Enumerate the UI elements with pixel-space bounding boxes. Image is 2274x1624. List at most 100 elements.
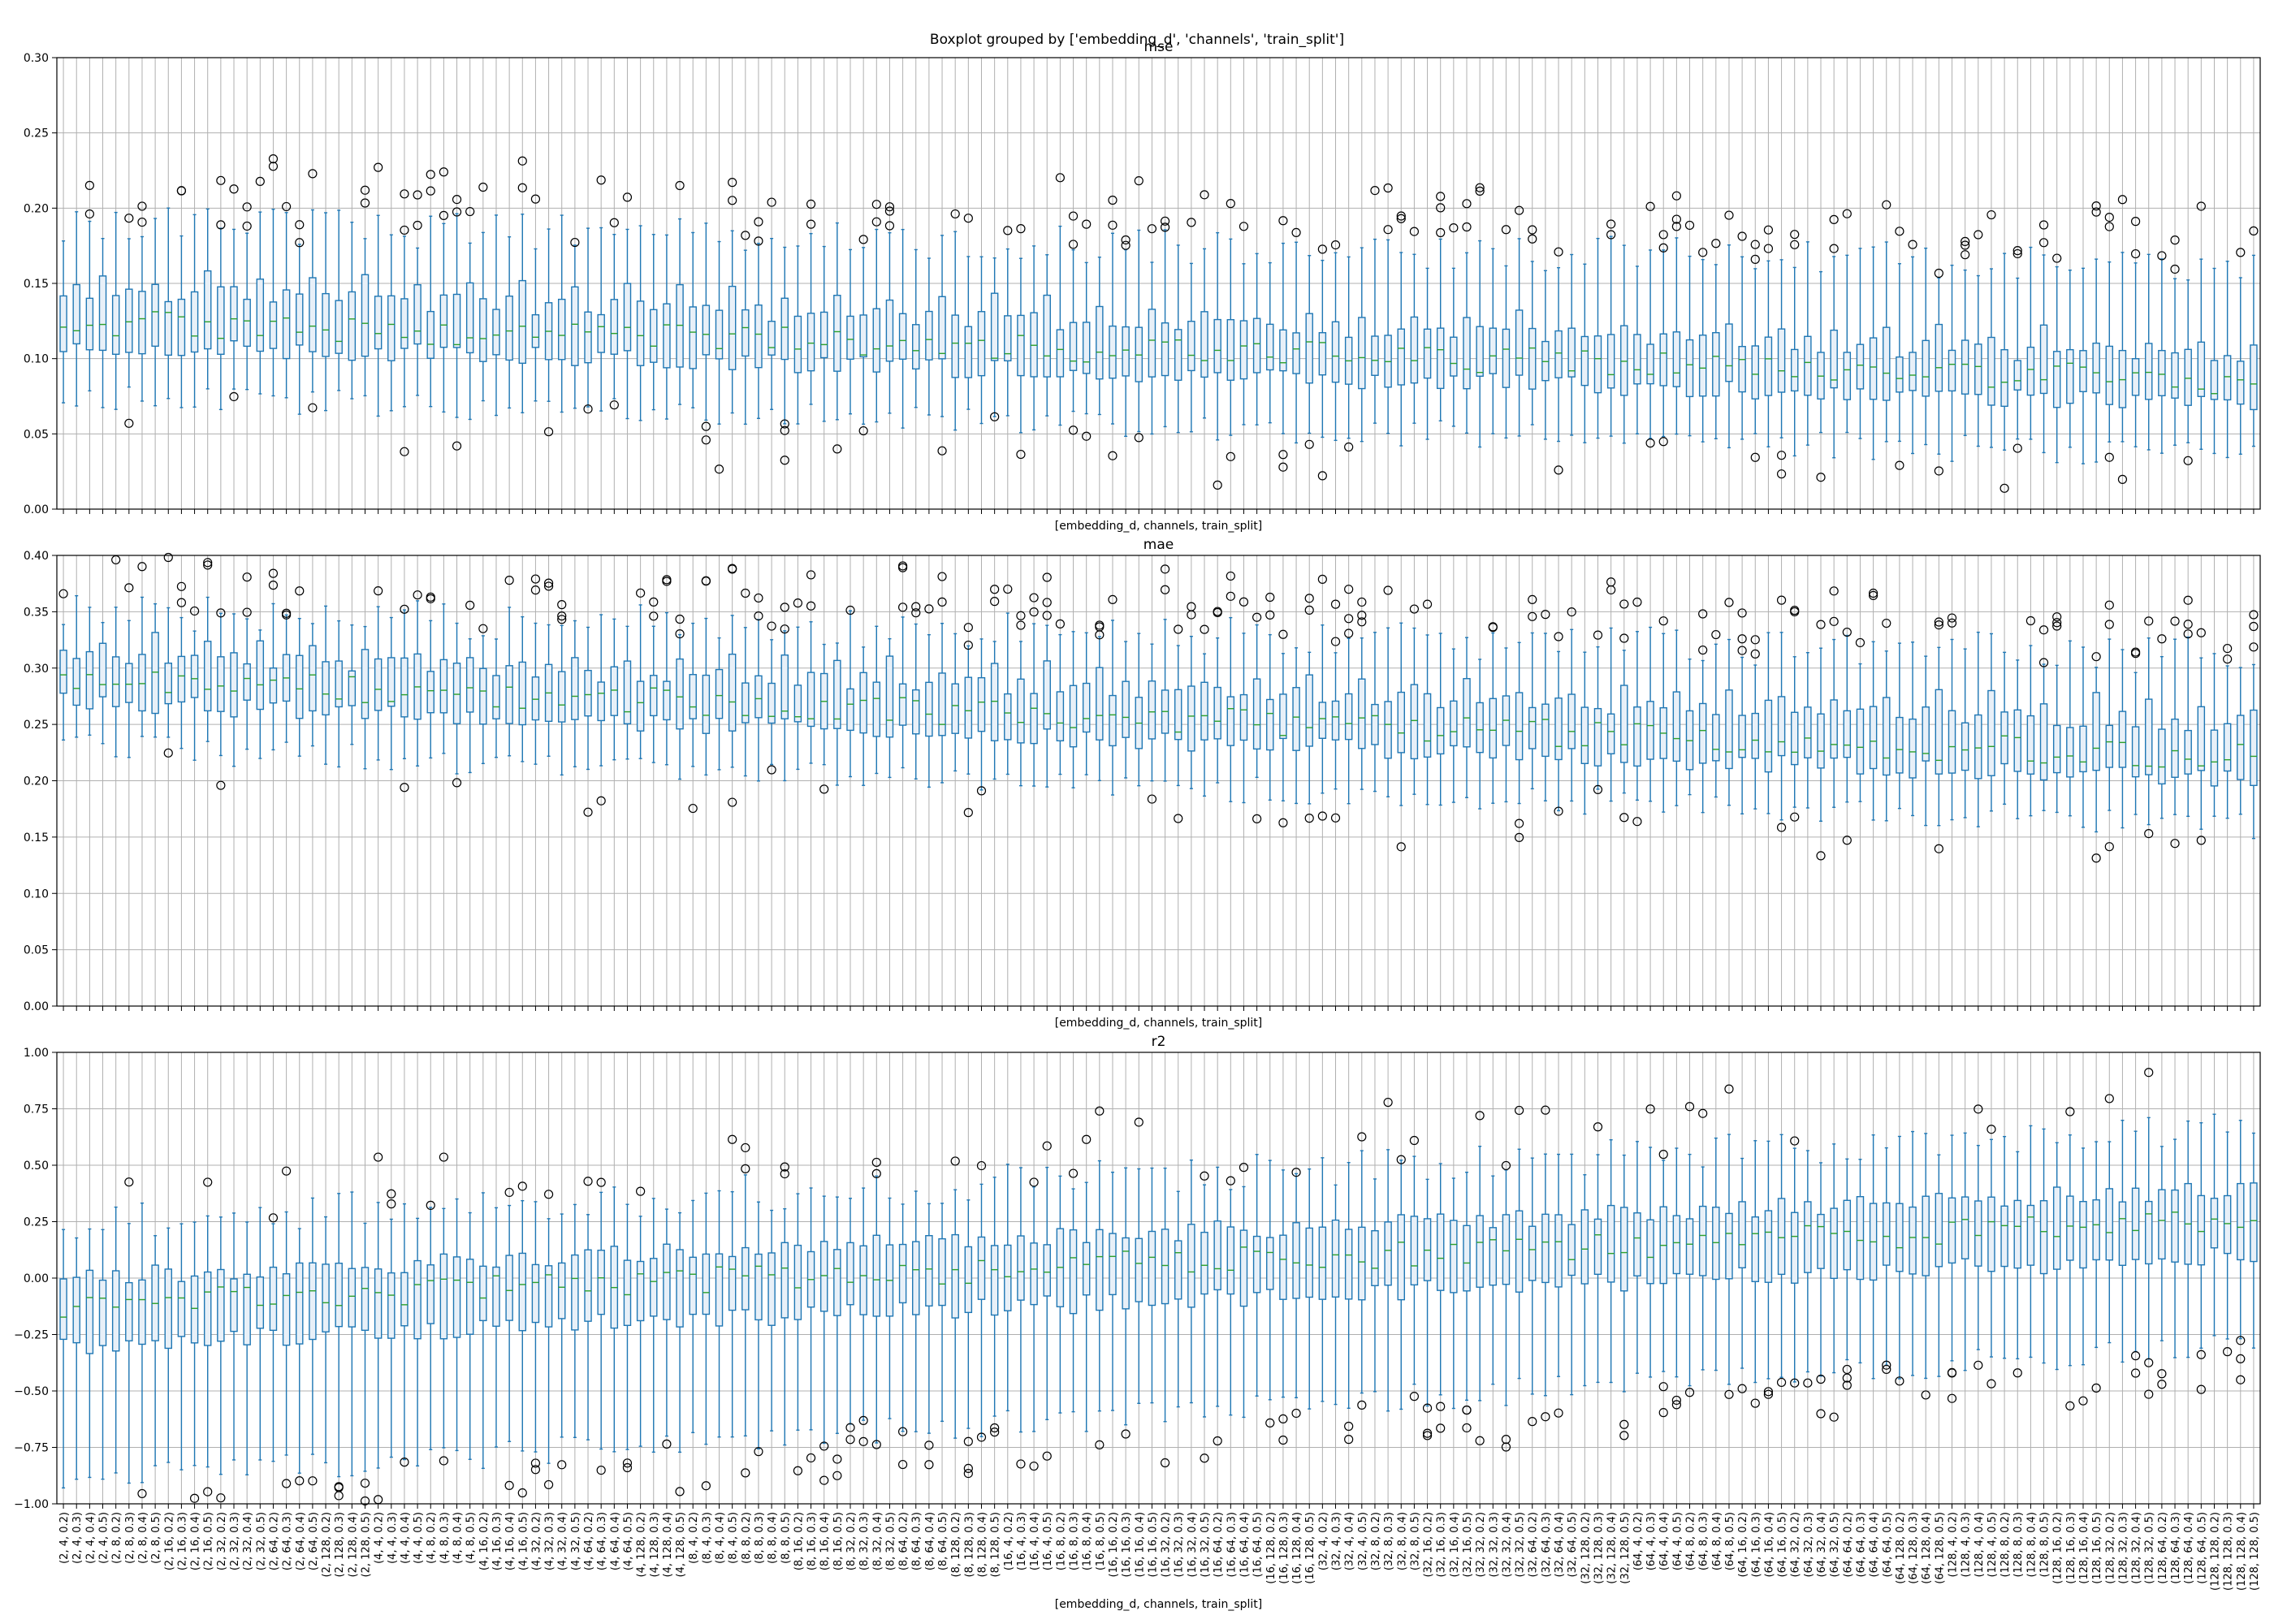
box-(64, 128, 0.3): [1909, 641, 1917, 817]
box-(16, 8, 0.3): [1069, 631, 1078, 788]
x-axis-label: [embedding_d, channels, train_split]: [1055, 1017, 1263, 1030]
box-(16, 8, 0.4): [1082, 632, 1091, 775]
box-(16, 128, 0.4): [1291, 227, 1301, 444]
outlier-point: [1606, 577, 1616, 587]
outlier-point: [1383, 225, 1393, 235]
box-(16, 128, 0.5): [1304, 594, 1314, 823]
box-body: [1030, 693, 1038, 745]
outlier-point: [1737, 608, 1747, 618]
box-body: [177, 1281, 186, 1337]
box-body: [59, 650, 67, 694]
outlier-point: [754, 1447, 763, 1457]
box-(4, 4, 0.5): [413, 190, 422, 396]
outlier-point: [609, 400, 619, 410]
box-(2, 32, 0.3): [230, 1212, 238, 1461]
outlier-point: [1317, 574, 1327, 584]
box-(16, 8, 0.5): [1095, 1106, 1105, 1449]
box-body: [663, 1243, 671, 1320]
box-(16, 16, 0.3): [1121, 235, 1131, 438]
outlier-point: [583, 1177, 593, 1186]
box-body: [1358, 317, 1366, 390]
outlier-point: [1108, 220, 1118, 230]
outlier-point: [701, 1481, 711, 1491]
box-body: [741, 309, 750, 357]
outlier-point: [1095, 620, 1105, 630]
box-body: [1909, 1206, 1917, 1275]
box-body: [780, 297, 789, 361]
outlier-point: [1593, 784, 1603, 795]
box-(4, 32, 0.3): [543, 1190, 554, 1490]
box-(2, 8, 0.3): [124, 214, 134, 428]
box-(4, 128, 0.5): [675, 614, 685, 780]
box-(128, 64, 0.3): [2170, 235, 2180, 446]
outlier-point: [1829, 214, 1839, 224]
box-(4, 32, 0.2): [530, 194, 541, 402]
outlier-point: [1226, 1176, 1235, 1186]
outlier-point: [530, 574, 541, 584]
box-body: [597, 681, 605, 722]
box-(16, 16, 0.3): [1122, 641, 1130, 779]
box-(64, 8, 0.2): [1684, 1102, 1695, 1397]
outlier-point: [452, 207, 462, 217]
box-(8, 64, 0.4): [924, 1203, 934, 1470]
y-tick-label: 0.15: [24, 278, 49, 291]
box-(64, 8, 0.4): [1712, 1137, 1720, 1371]
box-(128, 32, 0.5): [2144, 253, 2153, 451]
outlier-point: [1554, 247, 1563, 257]
box-body: [1593, 707, 1602, 767]
outlier-point: [1528, 594, 1537, 605]
outlier-point: [530, 585, 541, 595]
box-(16, 8, 0.2): [1055, 173, 1065, 426]
outlier-point: [216, 1493, 226, 1503]
outlier-point: [1108, 451, 1118, 460]
box-(8, 32, 0.2): [846, 248, 854, 415]
box-body: [2184, 348, 2192, 406]
box-(4, 128, 0.4): [662, 1208, 672, 1449]
box-body: [1096, 1229, 1104, 1311]
box-body: [1318, 332, 1327, 376]
box-body: [190, 1275, 199, 1344]
box-(2, 32, 0.5): [255, 176, 265, 395]
box-body: [518, 279, 527, 365]
outlier-point: [1541, 610, 1550, 620]
outlier-point: [728, 1134, 737, 1144]
box-(8, 64, 0.5): [937, 235, 947, 456]
box-(4, 8, 0.4): [452, 194, 462, 451]
outlier-point: [1567, 607, 1576, 617]
box-body: [426, 671, 434, 714]
outlier-point: [1882, 1360, 1891, 1370]
box-body: [2237, 361, 2245, 405]
outlier-point: [1658, 437, 1668, 447]
outlier-point: [1187, 218, 1196, 227]
box-body: [964, 326, 973, 378]
box-(128, 128, 0.4): [2237, 667, 2245, 815]
outlier-point: [268, 581, 279, 590]
box-body: [754, 675, 763, 719]
box-(8, 32, 0.4): [872, 625, 881, 775]
box-(32, 16, 0.5): [1462, 199, 1472, 434]
box-body: [1567, 1224, 1576, 1276]
box-(32, 128, 0.4): [1606, 577, 1616, 802]
outlier-point: [1383, 1097, 1393, 1108]
outlier-point: [2104, 452, 2114, 462]
outlier-point: [728, 797, 737, 807]
box-(64, 32, 0.4): [1816, 1162, 1826, 1419]
outlier-point: [1684, 1102, 1695, 1112]
outlier-point: [1554, 1408, 1563, 1418]
box-body: [1397, 328, 1405, 386]
outlier-point: [400, 783, 409, 793]
box-(16, 32, 0.2): [1160, 564, 1170, 782]
box-(64, 128, 0.3): [1909, 1130, 1917, 1376]
outlier-point: [990, 412, 1000, 421]
outlier-point: [189, 606, 200, 616]
box-body: [1344, 1229, 1353, 1300]
outlier-point: [1842, 627, 1852, 637]
box-(64, 16, 0.4): [1763, 1140, 1774, 1399]
box-(8, 32, 0.3): [858, 235, 868, 436]
box-(64, 4, 0.5): [1672, 629, 1681, 806]
box-(64, 128, 0.3): [1908, 240, 1917, 455]
box-body: [400, 1272, 409, 1327]
outlier-point: [1750, 240, 1760, 249]
box-(8, 4, 0.3): [701, 222, 711, 445]
